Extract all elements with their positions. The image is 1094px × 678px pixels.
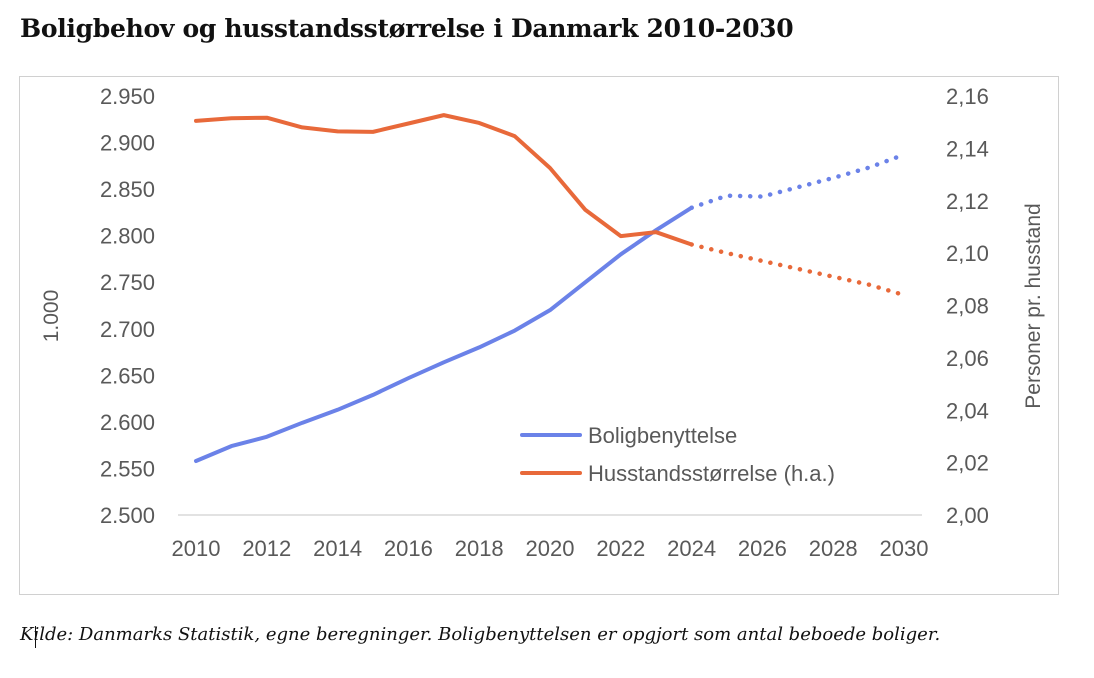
legend-label: Husstandsstørrelse (h.a.) (588, 461, 835, 486)
x-tick-label: 2014 (313, 536, 362, 561)
right-tick-label: 2,00 (946, 503, 989, 528)
right-axis-label: Personer pr. husstand (1022, 203, 1045, 408)
x-tick-label: 2020 (526, 536, 575, 561)
x-tick-label: 2010 (172, 536, 221, 561)
right-tick-label: 2,12 (946, 189, 989, 214)
line-chart: 2.500 2.550 2.600 2.650 2.700 2.750 2.800 2.850… (40, 84, 1045, 561)
legend-label: Boligbenyttelse (588, 423, 737, 448)
right-tick-label: 2,08 (946, 294, 989, 319)
text-cursor (35, 626, 36, 648)
left-tick-label: 2.850 (100, 177, 155, 202)
left-tick-label: 2.750 (100, 270, 155, 295)
x-tick-label: 2024 (667, 536, 716, 561)
right-tick-label: 2,10 (946, 241, 989, 266)
series-projection-husstandsstorrelse (689, 242, 907, 298)
right-tick-label: 2,14 (946, 136, 989, 161)
series-line-boligbenyttelse (194, 205, 694, 463)
right-tick-label: 2,02 (946, 451, 989, 476)
x-tick-label: 2016 (384, 536, 433, 561)
left-axis-label: 1.000 (40, 290, 63, 343)
chart-title: Boligbehov og husstandsstørrelse i Danma… (20, 14, 794, 43)
right-tick-label: 2,06 (946, 346, 989, 371)
x-tick-label: 2028 (809, 536, 858, 561)
series-projection-boligbenyttelse (689, 152, 907, 210)
x-tick-label: 2030 (880, 536, 929, 561)
x-tick-label: 2022 (596, 536, 645, 561)
right-tick-label: 2,16 (946, 84, 989, 109)
left-tick-label: 2.800 (100, 224, 155, 249)
x-tick-label: 2026 (738, 536, 787, 561)
left-tick-label: 2.950 (100, 84, 155, 109)
source-footnote: Kilde: Danmarks Statistik, egne beregnin… (20, 624, 941, 645)
left-tick-label: 2.500 (100, 503, 155, 528)
left-tick-label: 2.900 (100, 131, 155, 156)
series-line-husstandsstorrelse (194, 113, 694, 247)
chart-frame (19, 76, 1059, 595)
left-tick-label: 2.650 (100, 363, 155, 388)
right-tick-label: 2,04 (946, 398, 989, 423)
left-tick-label: 2.550 (100, 456, 155, 481)
left-tick-label: 2.700 (100, 317, 155, 342)
left-tick-label: 2.600 (100, 410, 155, 435)
x-tick-label: 2018 (455, 536, 504, 561)
x-tick-label: 2012 (242, 536, 291, 561)
